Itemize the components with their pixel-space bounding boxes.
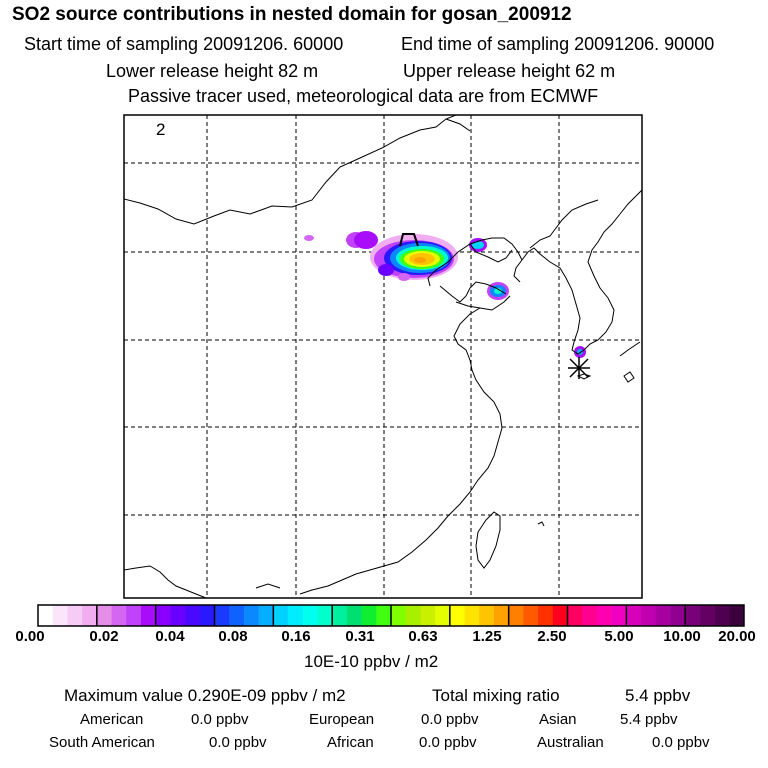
colorbar-swatch: [685, 605, 701, 626]
colorbar-swatch: [67, 605, 83, 626]
region-south-american-name: South American: [49, 734, 155, 751]
colorbar-swatch: [258, 605, 274, 626]
colorbar-swatch: [302, 605, 318, 626]
region-asian-value: 5.4 ppbv: [620, 711, 678, 728]
colorbar-tick-label: 5.00: [604, 628, 634, 645]
end-time: End time of sampling 20091206. 90000: [401, 34, 715, 54]
map-frame: [123, 114, 643, 599]
colorbar-swatch: [655, 605, 671, 626]
colorbar-tick-label: 0.63: [408, 628, 438, 645]
colorbar-swatch: [670, 605, 686, 626]
colorbar-tick-label: 10.00: [663, 628, 701, 645]
colorbar-swatch: [140, 605, 156, 626]
region-american-value: 0.0 ppbv: [191, 711, 249, 728]
region-south-american-value: 0.0 ppbv: [209, 734, 267, 751]
colorbar-tick-label: 0.08: [218, 628, 248, 645]
colorbar-tick-label: 0.16: [281, 628, 311, 645]
colorbar-tick-label: 1.25: [472, 628, 502, 645]
colorbar-swatch: [626, 605, 642, 626]
colorbar-swatch: [332, 605, 348, 626]
receptor-star-icon: [568, 357, 590, 379]
region-european-name: European: [309, 711, 375, 728]
colorbar-swatch: [346, 605, 362, 626]
colorbar-swatch: [420, 605, 436, 626]
colorbar-unit: 10E-10 ppbv / m2: [304, 652, 439, 671]
lower-release-height: Lower release height 82 m: [106, 61, 319, 81]
colorbar-swatch: [199, 605, 215, 626]
map-panel: [124, 115, 642, 598]
colorbar-swatch: [552, 605, 568, 626]
colorbar-tick-label: 2.50: [537, 628, 567, 645]
colorbar-swatch: [185, 605, 201, 626]
colorbar-swatch: [699, 605, 715, 626]
colorbar-tick-label: 20.00: [718, 628, 756, 645]
colorbar-swatch: [714, 605, 730, 626]
colorbar-swatch: [317, 605, 333, 626]
total-mixing-ratio-label: Total mixing ratio: [432, 686, 560, 705]
colorbar-swatch: [288, 605, 304, 626]
colorbar-swatch: [243, 605, 259, 626]
tracer-note: Passive tracer used, meteorological data…: [128, 86, 599, 106]
colorbar-swatch: [479, 605, 495, 626]
region-american-name: American: [80, 711, 144, 728]
colorbar-swatch: [170, 605, 186, 626]
coastlines: [124, 115, 642, 598]
colorbar-swatch: [214, 605, 230, 626]
colorbar-swatch: [449, 605, 465, 626]
region-asian-name: Asian: [539, 711, 577, 728]
colorbar-tick-label: 0.00: [15, 628, 45, 645]
start-time: Start time of sampling 20091206. 60000: [24, 34, 344, 54]
colorbar-swatch: [538, 605, 554, 626]
colorbar-swatch: [596, 605, 612, 626]
lat-lon-grid: [124, 115, 642, 598]
colorbar-swatch: [96, 605, 112, 626]
colorbar-swatch: [611, 605, 627, 626]
colorbar-swatch: [126, 605, 142, 626]
colorbar-swatch: [38, 605, 54, 626]
colorbar: [37, 604, 745, 627]
colorbar-swatch: [405, 605, 421, 626]
region-european-value: 0.0 ppbv: [421, 711, 479, 728]
total-mixing-ratio-value: 5.4 ppbv: [625, 686, 691, 705]
colorbar-tick-label: 0.02: [89, 628, 119, 645]
colorbar-swatch: [82, 605, 98, 626]
colorbar-tick-label: 0.31: [345, 628, 375, 645]
colorbar-swatch: [567, 605, 583, 626]
upper-release-height: Upper release height 62 m: [403, 61, 616, 81]
colorbar-swatch: [641, 605, 657, 626]
colorbar-swatch: [376, 605, 392, 626]
region-african-value: 0.0 ppbv: [419, 734, 477, 751]
colorbar-swatch: [111, 605, 127, 626]
colorbar-swatch: [464, 605, 480, 626]
region-australian-value: 0.0 ppbv: [652, 734, 710, 751]
region-african-name: African: [327, 734, 374, 751]
panel-number: 2: [156, 120, 165, 139]
colorbar-swatch: [729, 605, 745, 626]
colorbar-swatch: [273, 605, 289, 626]
max-value: Maximum value 0.290E-09 ppbv / m2: [64, 686, 346, 705]
colorbar-swatch: [391, 605, 407, 626]
page-title: SO2 source contributions in nested domai…: [12, 4, 572, 25]
colorbar-swatch: [523, 605, 539, 626]
region-australian-name: Australian: [537, 734, 604, 751]
colorbar-swatch: [435, 605, 451, 626]
colorbar-swatch: [52, 605, 68, 626]
colorbar-frame: [37, 604, 745, 627]
colorbar-swatch: [361, 605, 377, 626]
colorbar-tick-label: 0.04: [155, 628, 185, 645]
colorbar-swatch: [508, 605, 524, 626]
colorbar-swatch: [229, 605, 245, 626]
colorbar-swatch: [155, 605, 171, 626]
colorbar-swatch: [493, 605, 509, 626]
colorbar-tick-labels: 0.00 0.02 0.04 0.08 0.16 0.31 0.63 1.25 2.50 5.00…: [0, 628, 768, 650]
so2-plume: [304, 231, 586, 358]
colorbar-swatch: [582, 605, 598, 626]
